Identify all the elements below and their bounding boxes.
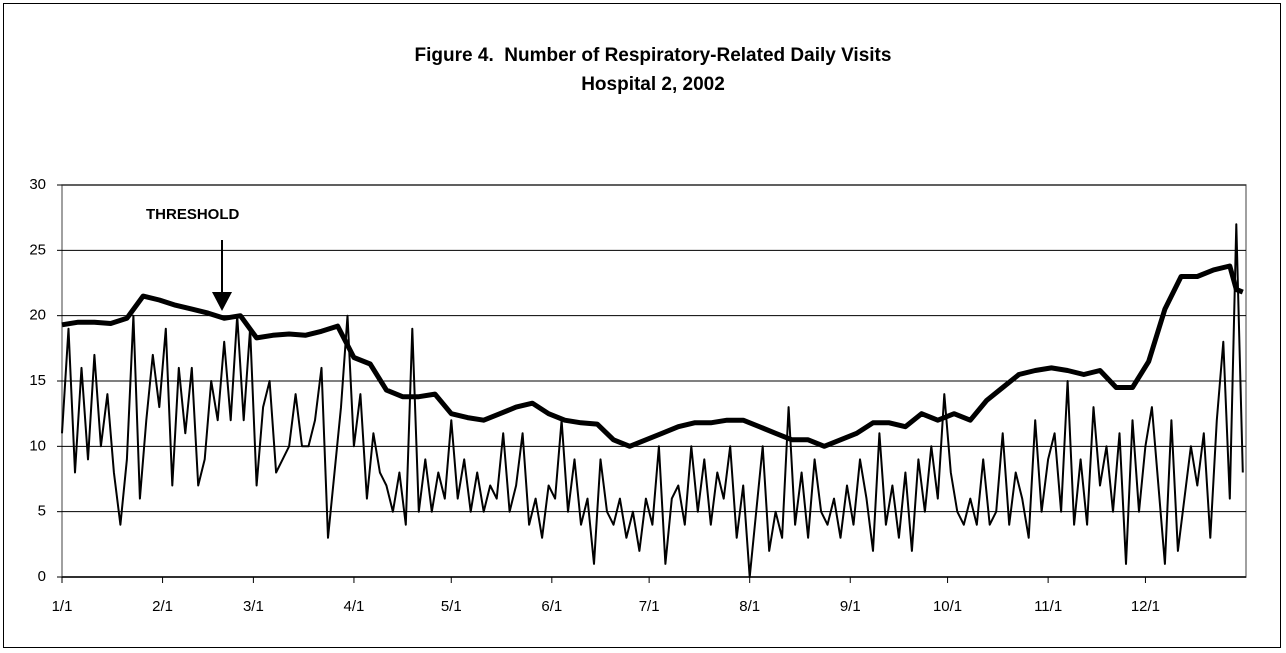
x-tick-label: 5/1 <box>441 598 462 615</box>
annotation-arrowhead <box>212 292 232 311</box>
y-tick-label: 25 <box>29 241 46 258</box>
x-tick-label: 6/1 <box>541 598 562 615</box>
y-tick-label: 30 <box>29 176 46 193</box>
y-tick-label: 5 <box>38 503 46 520</box>
annotation: THRESHOLD <box>146 206 240 223</box>
x-tick-label: 2/1 <box>152 598 173 615</box>
data-line <box>61 223 1244 578</box>
chart-border <box>3 3 1281 648</box>
x-tick-label: 12/1 <box>1131 598 1160 615</box>
y-tick-label: 10 <box>29 437 46 454</box>
y-tick-label: 20 <box>29 307 46 324</box>
x-tick-label: 7/1 <box>639 598 660 615</box>
chart-title: Figure 4. Number of Respiratory-Related … <box>415 45 892 66</box>
x-tick-label: 9/1 <box>840 598 861 615</box>
x-tick-label: 10/1 <box>933 598 962 615</box>
chart-subtitle: Hospital 2, 2002 <box>581 74 725 95</box>
data-line <box>61 263 1244 449</box>
x-tick-label: 1/1 <box>52 598 73 615</box>
y-tick-label: 15 <box>29 372 46 389</box>
x-tick-label: 8/1 <box>739 598 760 615</box>
y-tick-label: 0 <box>38 568 46 585</box>
x-tick-label: 11/1 <box>1034 598 1062 615</box>
x-tick-label: 3/1 <box>243 598 264 615</box>
x-tick-label: 4/1 <box>344 598 365 615</box>
